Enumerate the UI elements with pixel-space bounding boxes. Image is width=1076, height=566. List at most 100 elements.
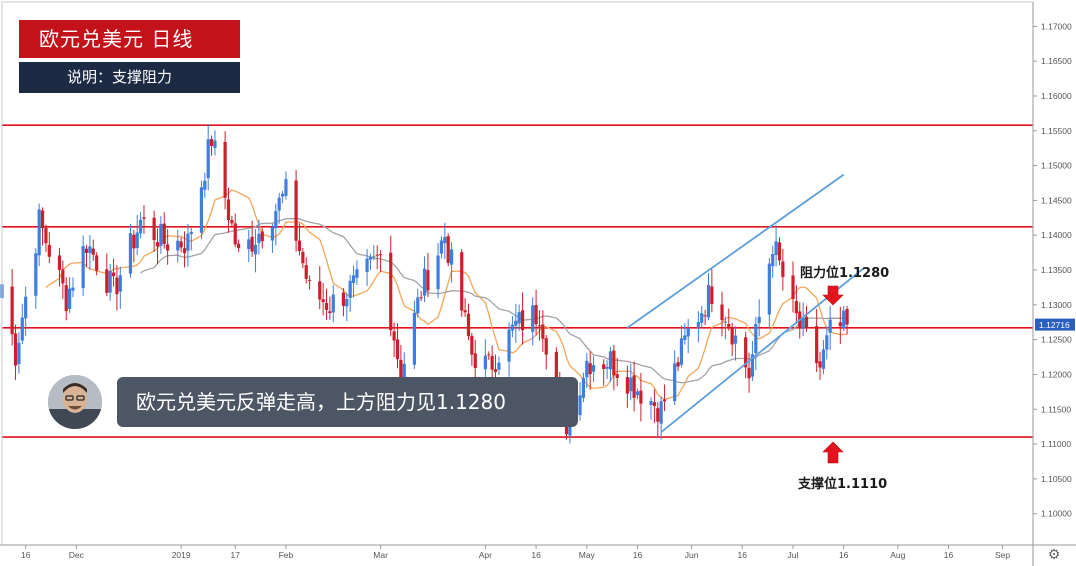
candle <box>138 212 143 239</box>
current-price-label: 1.12716 <box>1039 320 1070 330</box>
candle-body <box>162 223 166 244</box>
candle <box>155 228 160 265</box>
candle <box>615 358 619 387</box>
candle <box>135 214 139 255</box>
candle-body <box>277 197 281 211</box>
candle-body <box>838 322 842 327</box>
candle-body <box>419 297 423 299</box>
candle-body <box>128 233 133 274</box>
candle-body <box>20 317 24 341</box>
candle <box>372 245 376 261</box>
candle <box>497 356 501 376</box>
candle <box>13 324 18 380</box>
candle <box>152 210 156 252</box>
candle <box>61 260 65 299</box>
level-arrows <box>822 285 844 464</box>
candle <box>679 325 684 368</box>
candle <box>209 135 214 156</box>
candle <box>585 353 589 388</box>
ma-slow-line <box>140 217 848 384</box>
candle-body <box>331 294 335 313</box>
candle <box>446 233 450 266</box>
candle-body <box>365 258 369 273</box>
candle-body <box>152 217 156 241</box>
candle-body <box>662 399 667 402</box>
candle-body <box>301 251 305 264</box>
y-tick-label: 1.15000 <box>1041 161 1072 171</box>
y-tick-label: 1.10000 <box>1041 509 1072 519</box>
candle-body <box>659 401 663 424</box>
candle <box>602 359 606 386</box>
candle-body <box>270 227 275 241</box>
candle <box>537 310 542 341</box>
candle <box>727 308 731 331</box>
candle-body <box>297 240 302 252</box>
candle-body <box>436 255 440 290</box>
candle-body <box>490 356 494 370</box>
candle-body <box>777 242 782 261</box>
candle-body <box>781 261 785 278</box>
moving-averages <box>45 189 848 401</box>
candle <box>818 352 822 380</box>
candle <box>767 257 771 329</box>
candle-body <box>155 242 160 247</box>
candle <box>673 350 677 406</box>
candle-body <box>632 375 636 398</box>
candle-body <box>237 243 241 248</box>
y-tick-label: 1.11500 <box>1041 404 1071 414</box>
candle <box>111 258 116 287</box>
candle <box>206 124 210 191</box>
candle-body <box>537 325 542 327</box>
candle-body <box>253 244 258 255</box>
candle <box>629 363 633 401</box>
candle-body <box>17 342 21 365</box>
chart-title: 欧元兑美元 日线 <box>19 20 240 58</box>
candle-body <box>730 327 734 345</box>
candle <box>203 172 207 198</box>
arrow-up-icon <box>822 441 844 464</box>
candle <box>355 260 359 285</box>
candle-body <box>308 279 312 281</box>
candle-body <box>274 211 278 229</box>
trend-channel <box>626 173 865 433</box>
candle <box>253 229 258 273</box>
candle <box>378 250 383 272</box>
candle <box>348 274 352 312</box>
x-tick-label: 16 <box>531 550 541 560</box>
candle <box>730 322 734 357</box>
candle <box>700 305 704 328</box>
x-tick-label: Aug <box>890 550 905 560</box>
gear-icon[interactable]: ⚙ <box>1047 547 1061 563</box>
current-price-badge <box>1035 318 1075 331</box>
candle <box>226 187 231 233</box>
candle <box>608 346 613 382</box>
candle <box>20 303 24 345</box>
candle-body <box>226 199 231 220</box>
candle-body <box>138 219 143 234</box>
candle-body <box>493 369 498 372</box>
y-tick-label: 1.17000 <box>1041 21 1072 31</box>
candle <box>294 170 298 252</box>
candle-body <box>118 275 122 292</box>
candle-body <box>470 336 474 355</box>
candle <box>443 222 447 260</box>
candle <box>95 252 99 276</box>
candle <box>821 339 826 375</box>
candle <box>794 285 798 324</box>
candle <box>375 245 379 270</box>
candle-body <box>774 241 778 255</box>
candle-body <box>416 297 420 314</box>
candle-body <box>64 285 68 312</box>
candle-body <box>473 353 477 369</box>
candle-body <box>531 305 535 332</box>
candle-body <box>723 321 727 323</box>
candle-body <box>696 322 700 329</box>
candle-body <box>34 253 38 296</box>
candle-body <box>706 284 711 318</box>
candle <box>426 252 430 297</box>
candle <box>182 231 187 268</box>
candle <box>105 253 109 297</box>
